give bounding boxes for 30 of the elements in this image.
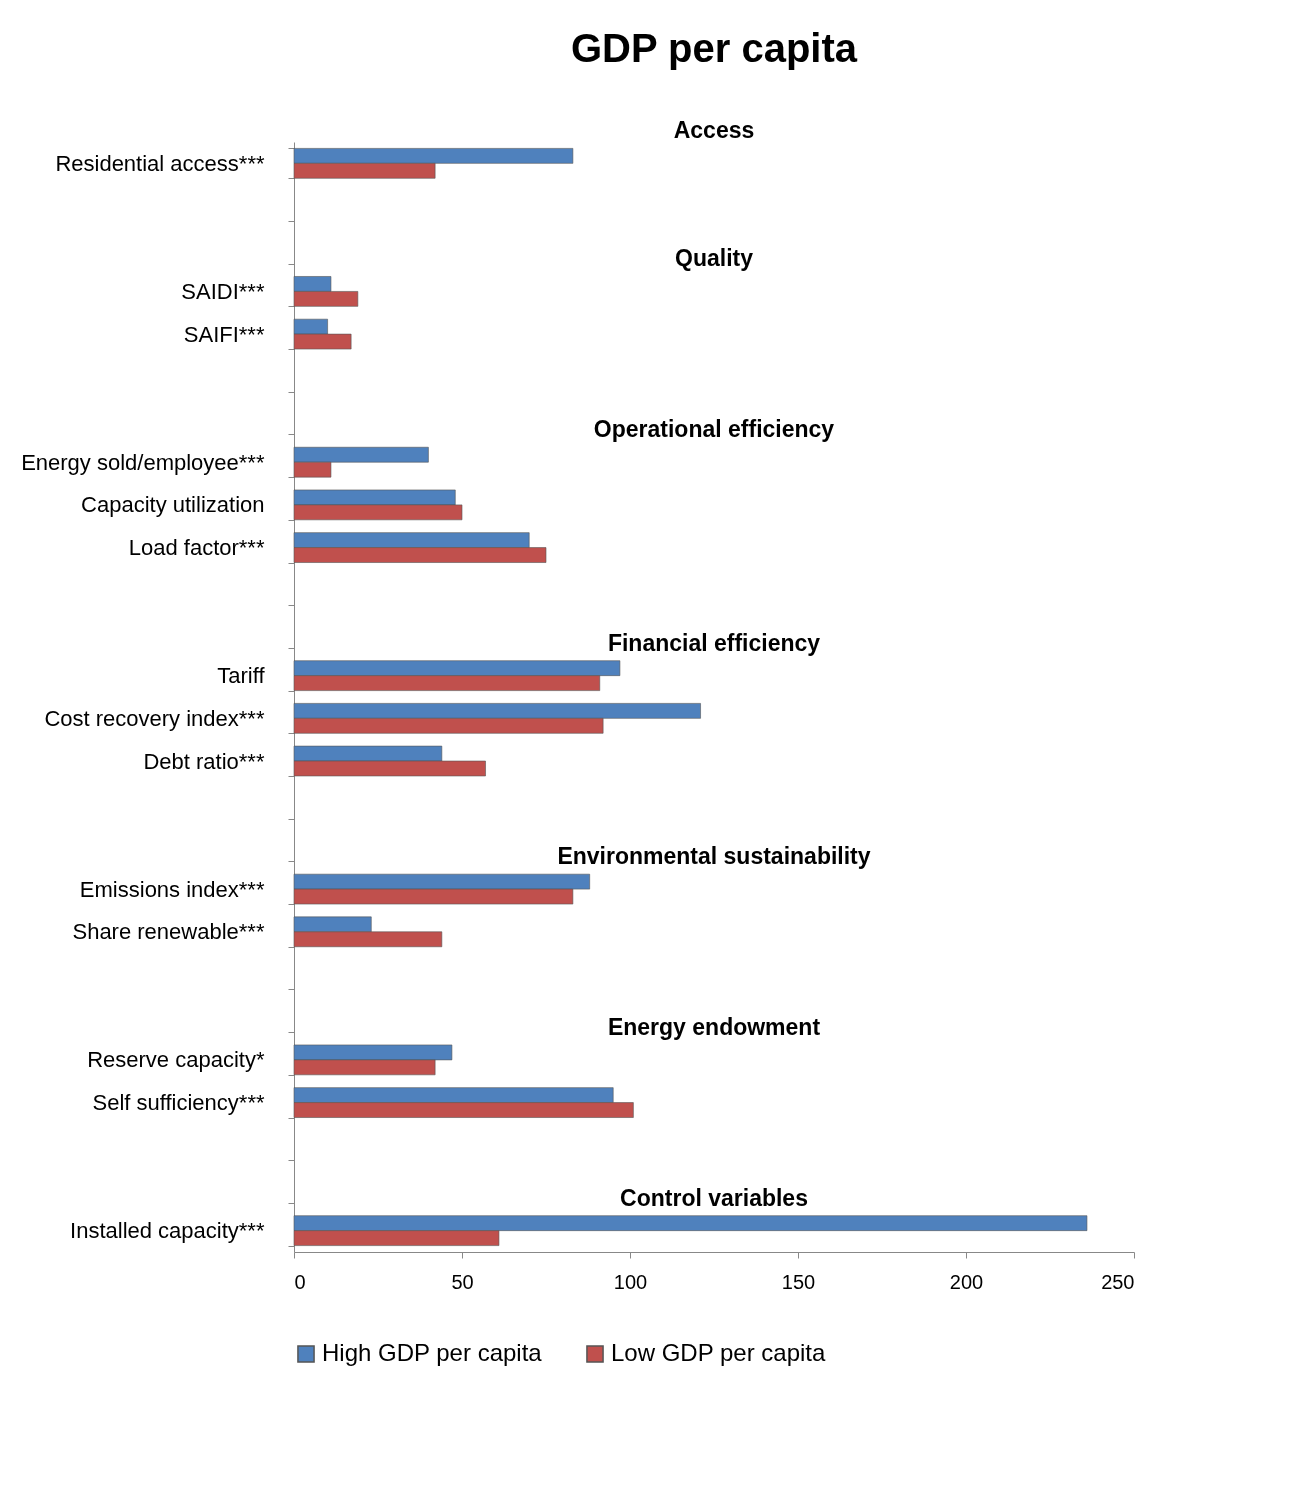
y-tick-label: Reserve capacity*	[87, 1047, 265, 1073]
y-tick-label: Self sufficiency***	[92, 1090, 265, 1116]
y-tick-label: Share renewable***	[72, 919, 265, 945]
annotation: Environmental sustainability	[557, 843, 871, 870]
x-tick-label: 50	[451, 1270, 474, 1293]
legend-label: Low GDP per capita	[611, 1339, 826, 1366]
y-tick-label: Energy sold/employee***	[21, 449, 265, 475]
y-tick-label: Residential access***	[55, 150, 265, 176]
y-tick-label: Debt ratio***	[143, 748, 265, 774]
y-tick-label: SAIDI***	[181, 278, 265, 304]
x-tick-label: 100	[613, 1270, 648, 1293]
annotation: Control variables	[620, 1184, 808, 1211]
y-tick-label: Capacity utilization	[81, 492, 265, 518]
legend-label: High GDP per capita	[322, 1339, 543, 1366]
annotation: Financial efficiency	[607, 629, 821, 656]
y-tick-label: Tariff	[217, 663, 266, 689]
annotation: Quality	[675, 245, 754, 272]
annotation: Operational efficiency	[593, 416, 835, 443]
y-tick-label: Cost recovery index***	[44, 705, 265, 731]
y-tick-label: SAIFI***	[183, 321, 265, 347]
x-tick-label: 150	[781, 1270, 816, 1293]
chart-title: GDP per capita	[570, 26, 858, 71]
x-tick-label: 250	[1101, 1270, 1135, 1293]
annotation: Access	[673, 117, 755, 144]
x-tick-label: 0	[294, 1270, 306, 1293]
y-tick-label: Installed capacity***	[70, 1218, 265, 1244]
y-tick-label: Load factor***	[128, 535, 265, 561]
y-tick-label: Emissions index***	[79, 876, 265, 902]
x-tick-label: 200	[949, 1270, 984, 1293]
annotation: Energy endowment	[607, 1013, 821, 1040]
